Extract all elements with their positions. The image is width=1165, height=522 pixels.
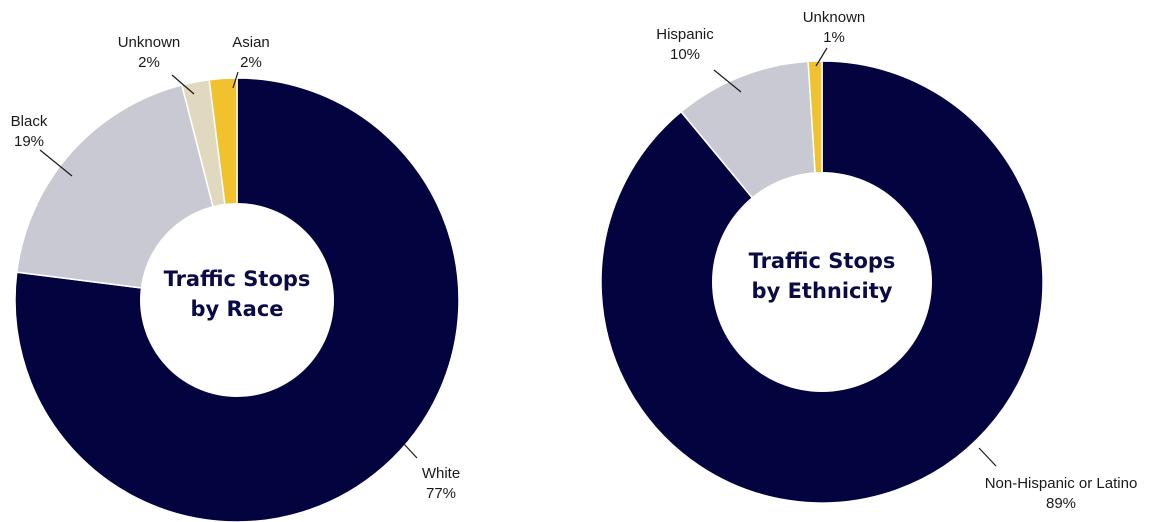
slice-label-name: Black (11, 113, 48, 130)
leader-line-hispanic (713, 69, 742, 93)
chart-title-line: by Race (190, 297, 283, 321)
data-label-black: Black 19% (11, 113, 48, 150)
data-label-non-hispanic-or-latino: Non-Hispanic or Latino 89% (985, 475, 1138, 512)
slice-label-value: 77% (426, 485, 456, 502)
chart-title-line: by Ethnicity (752, 279, 893, 303)
data-label-asian: Asian 2% (232, 34, 270, 71)
slice-label-name: White (422, 465, 460, 482)
data-label-unknown: Unknown 2% (118, 34, 181, 71)
slice-label-value: 19% (14, 133, 44, 150)
slice-label-value: 2% (138, 54, 160, 71)
slice-label-name: Asian (232, 34, 270, 51)
data-label-unknown: Unknown 1% (803, 9, 866, 46)
slice-label-name: Unknown (803, 9, 866, 26)
chart-title: Traffic Stops by Race (164, 267, 311, 321)
slice-label-name: Non-Hispanic or Latino (985, 475, 1138, 492)
slice-label-value: 10% (670, 46, 700, 63)
leader-line-white (403, 443, 418, 459)
donut-hole (140, 203, 334, 397)
ethnicity-donut-chart: Traffic Stops by Ethnicity Non-Hispanic or… (600, 9, 1138, 512)
race-donut-chart: Traffic Stops by Race White 77% Black 19% Unkn… (11, 34, 460, 522)
slice-label-value: 2% (240, 54, 262, 71)
chart-title-line: Traffic Stops (164, 267, 311, 291)
leader-line-non-hispanic-or-latino (978, 447, 997, 467)
leader-line-unknown (815, 47, 828, 67)
leader-line-unknown (171, 74, 195, 95)
slice-label-value: 89% (1046, 495, 1076, 512)
slice-label-value: 1% (823, 29, 845, 46)
chart-title-line: Traffic Stops (749, 249, 896, 273)
slice-label-name: Hispanic (656, 26, 714, 43)
data-label-white: White 77% (422, 465, 460, 502)
leader-line-asian (232, 71, 239, 89)
data-label-hispanic: Hispanic 10% (656, 26, 714, 63)
slice-label-name: Unknown (118, 34, 181, 51)
donut-hole (712, 172, 932, 392)
chart-title: Traffic Stops by Ethnicity (749, 249, 896, 303)
leader-line-black (39, 149, 73, 177)
